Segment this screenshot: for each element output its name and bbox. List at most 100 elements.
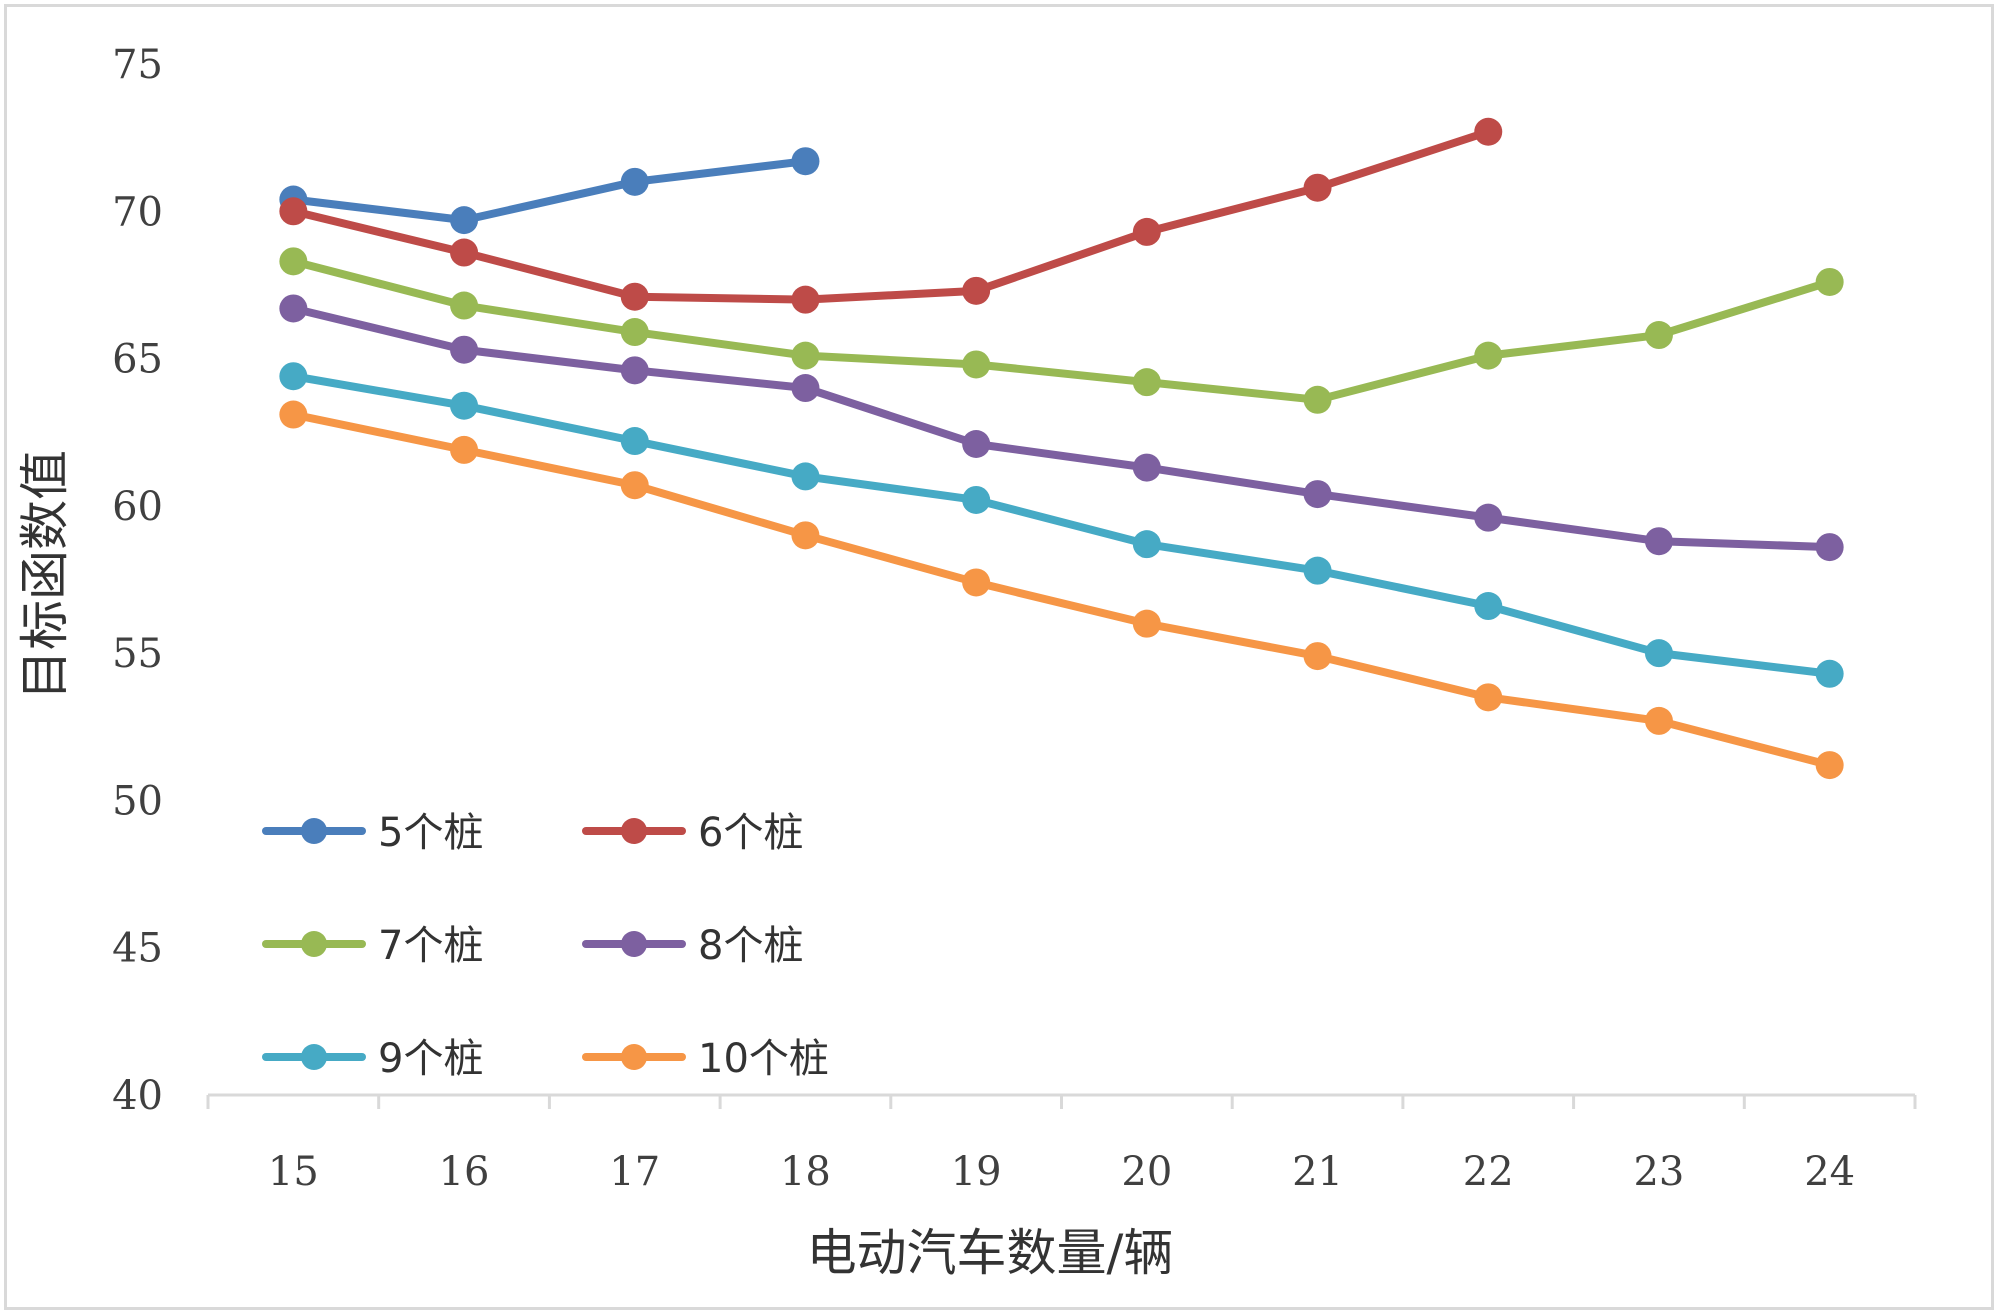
legend-label: 5个桩 <box>378 810 483 856</box>
x-tick-label: 19 <box>951 1149 1002 1195</box>
data-point <box>620 318 649 347</box>
data-point <box>620 427 649 456</box>
series-line <box>289 410 1834 770</box>
data-point <box>791 341 820 370</box>
y-tick-label: 40 <box>112 1073 163 1119</box>
series-line <box>289 372 1834 678</box>
y-tick-label: 55 <box>112 631 163 677</box>
x-tick-label: 18 <box>780 1149 831 1195</box>
data-point <box>450 206 479 235</box>
series-line <box>289 157 810 225</box>
data-point <box>1644 321 1673 350</box>
data-point <box>450 335 479 364</box>
data-point <box>791 147 820 176</box>
legend-item[interactable]: 10个桩 <box>582 1036 829 1082</box>
y-tick-label: 70 <box>112 189 163 235</box>
data-point <box>450 435 479 464</box>
data-point <box>1132 217 1161 246</box>
x-tick-label: 17 <box>609 1149 660 1195</box>
data-point <box>1815 267 1844 296</box>
data-point <box>1132 609 1161 638</box>
y-tick-label: 50 <box>112 778 163 824</box>
data-point <box>279 247 308 276</box>
data-point <box>791 521 820 550</box>
data-point <box>620 282 649 311</box>
data-point <box>1474 117 1503 146</box>
series-line <box>289 257 1834 404</box>
data-point <box>1644 706 1673 735</box>
legend-swatch-marker <box>621 818 647 844</box>
legend-item[interactable]: 8个桩 <box>582 923 803 969</box>
series-1 <box>279 147 820 235</box>
y-axis-ticks: 40 45 50 55 60 65 70 75 <box>112 42 163 1119</box>
legend: 5个桩 6个桩 7个桩 8个桩 9个桩 10个桩 <box>262 810 829 1082</box>
data-point <box>450 291 479 320</box>
data-point <box>791 285 820 314</box>
data-point <box>450 238 479 267</box>
y-tick-label: 65 <box>112 337 163 383</box>
data-point <box>962 568 991 597</box>
legend-label: 10个桩 <box>698 1036 829 1082</box>
data-point <box>620 471 649 500</box>
data-point <box>791 374 820 403</box>
x-tick-label: 20 <box>1121 1149 1172 1195</box>
data-point <box>1132 530 1161 559</box>
legend-label: 8个桩 <box>698 923 803 969</box>
data-point <box>1132 453 1161 482</box>
y-tick-label: 60 <box>112 484 163 530</box>
data-point <box>962 276 991 305</box>
legend-label: 6个桩 <box>698 810 803 856</box>
series-line <box>289 127 1493 304</box>
data-point <box>1303 385 1332 414</box>
data-point <box>1644 639 1673 668</box>
series-5 <box>279 362 1844 688</box>
data-point <box>620 167 649 196</box>
legend-label: 7个桩 <box>378 923 483 969</box>
series-4 <box>279 294 1844 562</box>
series-3 <box>279 247 1844 414</box>
x-axis: 15 16 17 18 19 20 21 22 23 24 <box>206 1093 1917 1195</box>
data-point <box>279 400 308 429</box>
legend-swatch-marker <box>621 1044 647 1070</box>
x-tick-label: 24 <box>1804 1149 1855 1195</box>
x-axis-title: 电动汽车数量/辆 <box>807 1224 1174 1282</box>
y-axis-title: 目标函数值 <box>16 450 74 700</box>
x-tick-label: 23 <box>1633 1149 1684 1195</box>
data-point <box>1303 642 1332 671</box>
legend-item[interactable]: 5个桩 <box>262 810 483 856</box>
data-point <box>962 350 991 379</box>
data-point <box>1303 173 1332 202</box>
legend-item[interactable]: 7个桩 <box>262 923 483 969</box>
data-point <box>962 429 991 458</box>
x-tick-label: 21 <box>1292 1149 1343 1195</box>
data-point <box>1474 592 1503 621</box>
series-2 <box>279 117 1503 314</box>
data-point <box>1474 341 1503 370</box>
legend-label: 9个桩 <box>378 1036 483 1082</box>
data-point <box>1815 533 1844 562</box>
data-point <box>1303 480 1332 509</box>
data-point <box>791 462 820 491</box>
legend-swatch-marker <box>301 1044 327 1070</box>
data-point <box>279 294 308 323</box>
x-tick-label: 22 <box>1463 1149 1514 1195</box>
legend-item[interactable]: 9个桩 <box>262 1036 483 1082</box>
legend-swatch-marker <box>621 931 647 957</box>
data-point <box>1474 683 1503 712</box>
data-point <box>1644 527 1673 556</box>
data-point <box>1303 556 1332 585</box>
x-tick-label: 16 <box>439 1149 490 1195</box>
data-point <box>450 391 479 420</box>
data-point <box>279 362 308 391</box>
y-tick-label: 75 <box>112 42 163 88</box>
series-line <box>289 304 1834 552</box>
x-tick-label: 15 <box>268 1149 319 1195</box>
data-point <box>1474 503 1503 532</box>
legend-item[interactable]: 6个桩 <box>582 810 803 856</box>
legend-swatch-marker <box>301 931 327 957</box>
data-point <box>962 485 991 514</box>
data-point <box>279 197 308 226</box>
data-point <box>1815 751 1844 780</box>
data-point <box>1815 659 1844 688</box>
